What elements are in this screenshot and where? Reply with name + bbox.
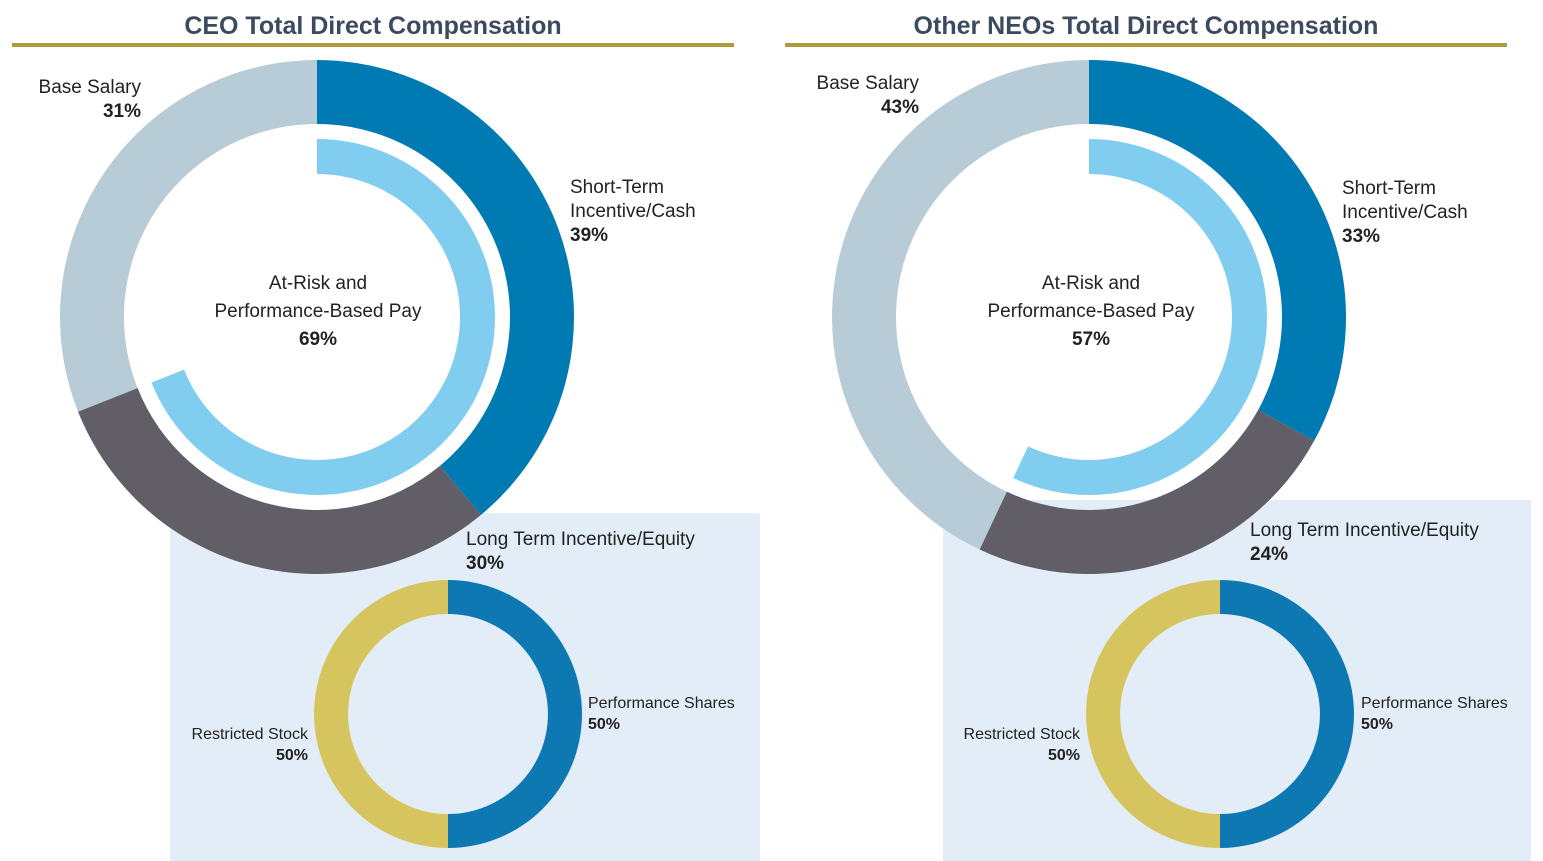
performance-shares-value: 50% (588, 716, 621, 733)
at-risk-label-line2: Performance-Based Pay (214, 301, 422, 322)
at-risk-arc (1013, 139, 1267, 495)
at-risk-value: 69% (298, 329, 338, 350)
restricted-stock-label: Restricted Stock 50% (932, 724, 1080, 766)
long-term-value: 24% (1250, 544, 1289, 565)
base-salary-label-text: Base Salary (816, 73, 919, 94)
restricted-stock-label-text: Restricted Stock (963, 726, 1080, 743)
long-term-label: Long Term Incentive/Equity 30% (466, 528, 756, 576)
at-risk-label-line1: At-Risk and (1041, 273, 1141, 294)
at-risk-value: 57% (1071, 329, 1111, 350)
short-term-value: 39% (570, 225, 609, 246)
short-term-value: 33% (1342, 226, 1381, 247)
base-salary-slice (832, 60, 1089, 550)
restricted-stock-value: 50% (275, 747, 308, 764)
base-salary-label: Base Salary 31% (20, 76, 141, 124)
base-salary-value: 43% (880, 97, 919, 118)
short-term-label-line2: Incentive/Cash (1342, 202, 1468, 223)
performance-shares-label-text: Performance Shares (588, 695, 735, 712)
short-term-label-line2: Incentive/Cash (570, 201, 696, 222)
base-salary-label: Base Salary 43% (792, 72, 919, 120)
base-salary-slice (60, 60, 318, 412)
long-term-label-text: Long Term Incentive/Equity (466, 529, 695, 550)
performance-shares-label-text: Performance Shares (1361, 695, 1508, 712)
chart-title: CEO Total Direct Compensation (184, 12, 562, 40)
chart-title: Other NEOs Total Direct Compensation (913, 12, 1379, 40)
performance-shares-label: Performance Shares 50% (588, 693, 763, 735)
short-term-label-line1: Short-Term (1342, 178, 1436, 199)
performance-shares-label: Performance Shares 50% (1361, 693, 1536, 735)
restricted-stock-label-text: Restricted Stock (191, 726, 308, 743)
short-term-label-line1: Short-Term (570, 177, 664, 198)
restricted-stock-label: Restricted Stock 50% (160, 724, 308, 766)
neo-donut-svg (832, 60, 1354, 848)
base-salary-label-text: Base Salary (38, 77, 141, 98)
at-risk-center-label: At-Risk and Performance-Based Pay 57% (961, 270, 1221, 354)
long-term-label-text: Long Term Incentive/Equity (1250, 520, 1479, 541)
at-risk-center-label: At-Risk and Performance-Based Pay 69% (188, 270, 448, 354)
performance-shares-value: 50% (1361, 716, 1394, 733)
neo-chart-panel: Other NEOs Total Direct Compensation Bas… (772, 0, 1543, 861)
restricted-stock-slice (1086, 580, 1220, 848)
short-term-incentive-slice (317, 60, 574, 516)
restricted-stock-value: 50% (1047, 747, 1080, 764)
at-risk-label-line2: Performance-Based Pay (987, 301, 1195, 322)
long-term-value: 30% (466, 553, 505, 574)
title-rule (12, 43, 734, 47)
performance-shares-slice (448, 580, 582, 848)
short-term-label: Short-Term Incentive/Cash 39% (570, 176, 760, 248)
performance-shares-slice (1220, 580, 1354, 848)
base-salary-value: 31% (102, 101, 141, 122)
long-term-incentive-slice (979, 409, 1315, 574)
short-term-incentive-slice (1089, 60, 1346, 441)
restricted-stock-slice (314, 580, 448, 848)
at-risk-label-line1: At-Risk and (268, 273, 368, 294)
ceo-donut-svg (60, 60, 582, 848)
equity-breakdown-background (170, 513, 760, 861)
long-term-incentive-slice (78, 388, 481, 575)
long-term-label: Long Term Incentive/Equity 24% (1250, 519, 1540, 567)
title-rule (785, 43, 1507, 47)
ceo-chart-panel: CEO Total Direct Compensation Base Salar… (12, 12, 763, 861)
short-term-label: Short-Term Incentive/Cash 33% (1342, 177, 1532, 249)
